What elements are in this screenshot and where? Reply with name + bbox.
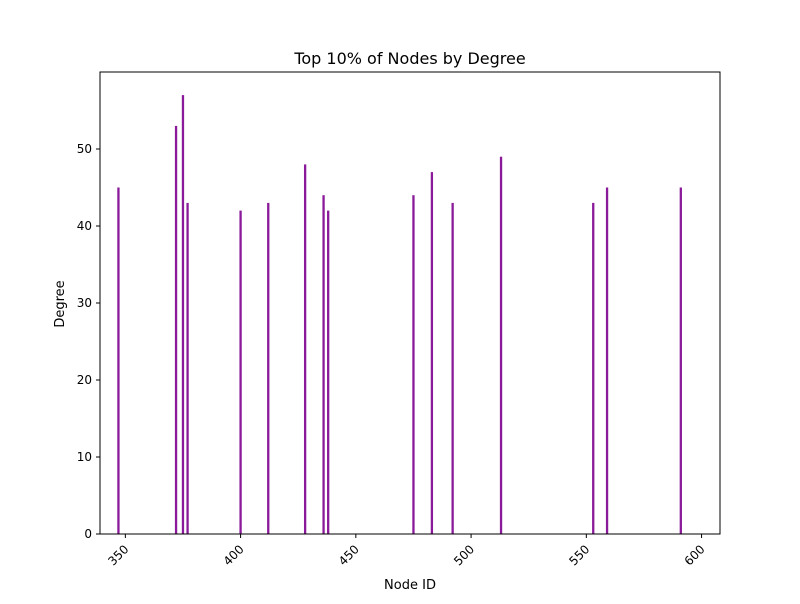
x-axis-label: Node ID [384,578,436,593]
bar-node-483 [430,172,434,534]
y-tick-label: 30 [77,296,92,310]
bar-node-436 [322,195,325,534]
bars-group [117,95,682,535]
x-tick-label: 350 [105,542,131,568]
plot-frame [99,71,721,535]
x-tick-label: 400 [221,542,247,568]
x-tick-label: 450 [336,542,362,568]
bar-node-412 [267,202,270,534]
bar-node-513 [499,156,503,534]
y-axis-label: Degree [53,280,68,327]
y-tick-label: 50 [77,142,92,156]
bar-node-400 [239,210,242,534]
bar-node-475 [412,195,415,534]
bar-node-372 [174,125,178,535]
y-ticks-group: 0 10 20 30 40 50 [77,142,100,541]
x-ticks-group: 350 400 450 500 550 600 [105,534,708,568]
x-tick-label: 550 [566,542,592,568]
bar-node-492 [451,202,454,534]
bar-node-591 [679,187,682,534]
chart-title: Top 10% of Nodes by Degree [293,49,525,68]
x-tick-label: 600 [682,542,708,568]
bar-node-377 [186,202,189,534]
bar-node-559 [605,187,609,534]
y-tick-label: 20 [77,373,92,387]
y-tick-label: 40 [77,219,92,233]
bar-node-553 [592,202,595,534]
x-tick-label: 500 [451,542,477,568]
bar-node-347 [117,187,120,534]
bar-node-438 [327,210,330,534]
y-tick-label: 10 [77,450,92,464]
bar-node-428 [303,164,307,534]
y-tick-label: 0 [84,527,92,541]
bar-node-375 [181,95,185,534]
